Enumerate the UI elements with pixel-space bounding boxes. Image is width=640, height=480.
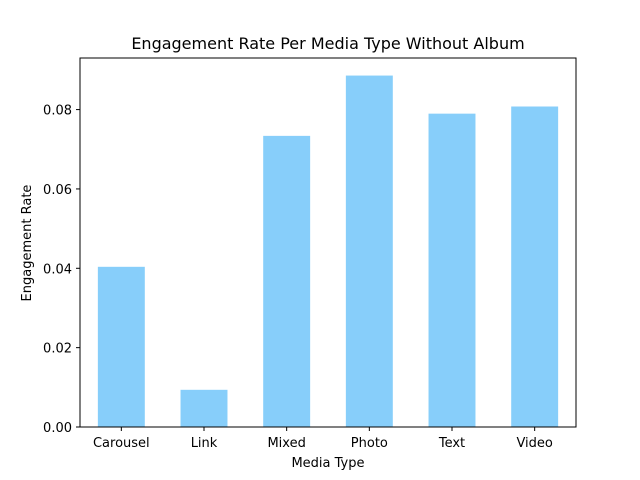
y-tick-label: 0.02	[43, 342, 72, 357]
x-tick-label: Mixed	[267, 436, 305, 451]
bar-carousel	[96, 265, 146, 428]
bars-layer	[96, 74, 560, 428]
x-ticks: Carousel Link Mixed Photo Text Video	[93, 427, 553, 451]
plot-frame	[79, 57, 577, 428]
y-tick-label: 0.04	[43, 262, 72, 277]
x-tick-label: Carousel	[93, 436, 150, 451]
bar-link	[179, 388, 229, 428]
y-axis-label: Engagement Rate	[20, 185, 35, 302]
axes-layer	[79, 57, 577, 428]
x-tick-label: Video	[516, 436, 552, 451]
y-ticks: 0.00 0.02 0.04 0.06 0.08	[43, 104, 80, 436]
x-tick-label: Text	[438, 436, 465, 451]
bar-mixed	[262, 134, 312, 428]
bar-text	[427, 112, 477, 428]
bar-photo	[344, 74, 394, 428]
chart-title: Engagement Rate Per Media Type Without A…	[131, 34, 524, 53]
x-tick-label: Link	[191, 436, 218, 451]
x-tick-label: Photo	[351, 436, 388, 451]
y-tick-label: 0.06	[43, 183, 72, 198]
y-tick-label: 0.08	[43, 104, 72, 119]
y-tick-label: 0.00	[43, 421, 72, 436]
x-axis-label: Media Type	[291, 456, 364, 471]
bar-video	[510, 105, 560, 428]
